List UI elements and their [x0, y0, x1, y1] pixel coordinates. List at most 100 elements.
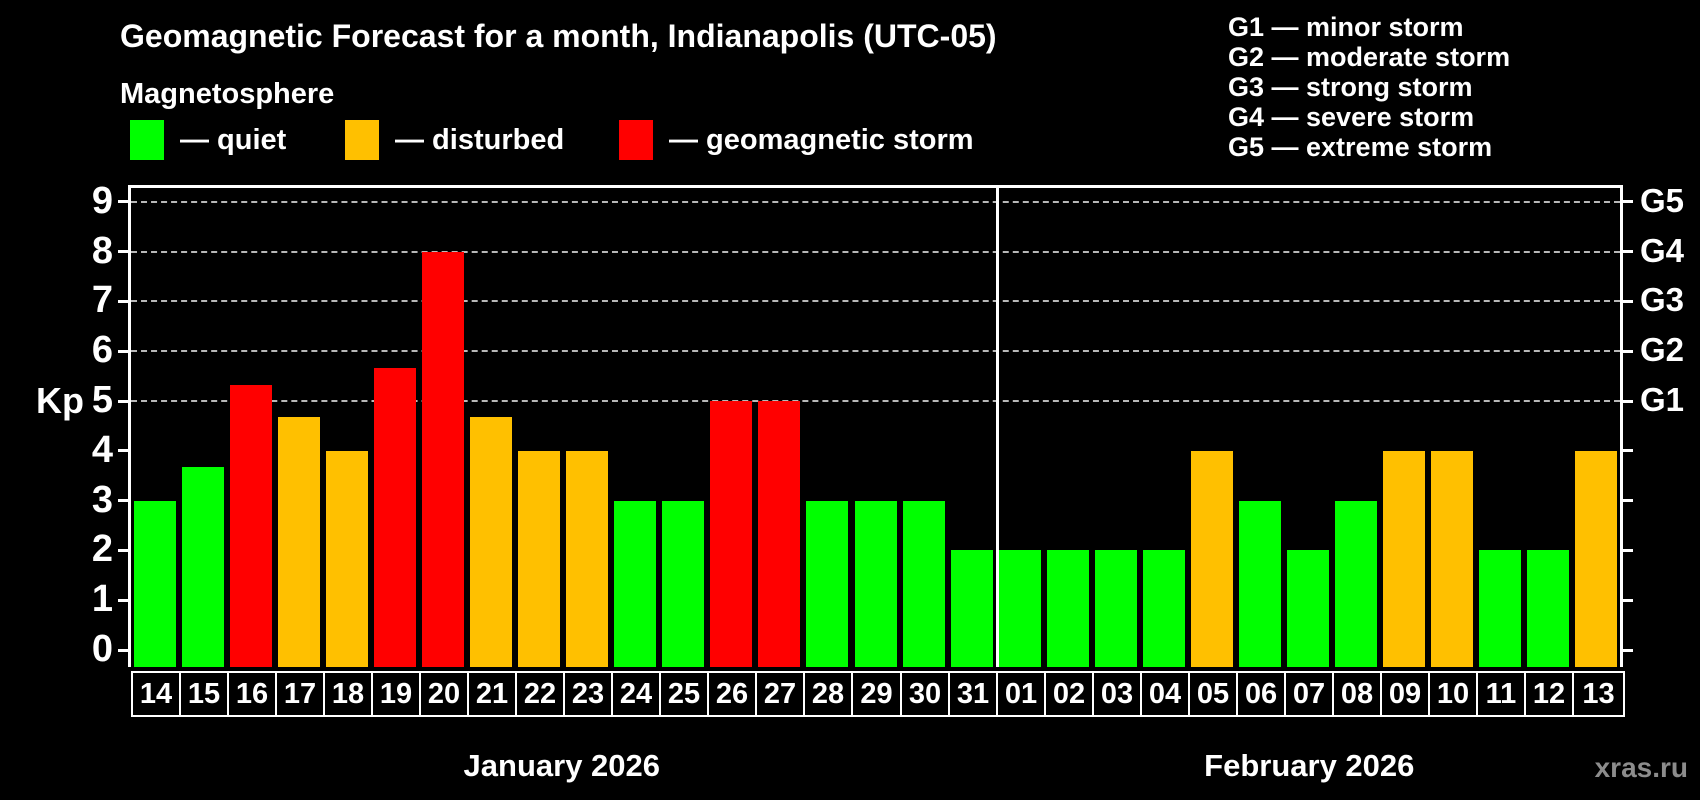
day-label-27: 27 [755, 671, 805, 717]
month-label-february: February 2026 [1204, 748, 1415, 783]
g-legend-line-g4: G4 — severe storm [1228, 102, 1475, 132]
day-label-29: 29 [851, 671, 902, 717]
y-axis-label-6: 6 [91, 329, 113, 372]
day-label-25: 25 [659, 671, 709, 717]
y-axis-label-2: 2 [91, 528, 113, 571]
day-label-01: 01 [996, 671, 1046, 717]
day-label-14: 14 [131, 671, 181, 717]
right-axis-label-g5: G5 [1640, 181, 1685, 219]
y-axis-tick-left-5 [118, 399, 128, 403]
y-axis-tick-right-1 [1623, 598, 1633, 602]
y-axis-tick-right-5 [1623, 399, 1633, 403]
kp-bar-day-12 [1526, 550, 1569, 667]
day-label-15: 15 [179, 671, 229, 717]
kp-bar-day-11 [1478, 550, 1521, 667]
kp-bar-day-15 [182, 467, 225, 667]
y-axis-tick-right-4 [1623, 449, 1633, 453]
day-label-20: 20 [419, 671, 469, 717]
kp-bar-day-05 [1190, 450, 1233, 667]
magnetosphere-legend: — quiet — disturbed — geomagnetic storm [128, 120, 1128, 162]
month-separator-line [995, 188, 999, 667]
day-label-11: 11 [1476, 671, 1526, 717]
kp-bar-day-01 [998, 550, 1041, 667]
g-scale-legend: G1 — minor storm G2 — moderate storm G3 — … [1228, 12, 1510, 162]
legend-item-storm: — geomagnetic storm [619, 120, 974, 160]
y-axis-label-0: 0 [91, 628, 113, 670]
y-axis-tick-left-0 [118, 648, 128, 652]
kp-bar-day-14 [134, 500, 177, 667]
g-legend-line-g3: G3 — strong storm [1228, 72, 1473, 102]
y-axis-tick-right-7 [1623, 299, 1633, 303]
gridline-kp6 [131, 350, 1620, 353]
day-label-30: 30 [900, 671, 950, 717]
magnetosphere-legend-heading: Magnetosphere [120, 78, 335, 110]
kp-bar-day-02 [1046, 550, 1089, 667]
right-axis-label-g2: G2 [1640, 331, 1685, 369]
y-axis-tick-left-1 [118, 598, 128, 602]
day-label-21: 21 [467, 671, 517, 717]
kp-bar-day-27 [758, 401, 801, 667]
kp-bar-day-20 [422, 251, 465, 667]
y-axis-label-9: 9 [91, 179, 113, 222]
y-axis-tick-left-3 [118, 499, 128, 503]
legend-label-quiet: — quiet [180, 123, 287, 156]
watermark: xras.ru [1594, 752, 1688, 783]
kp-bar-day-19 [374, 367, 417, 667]
y-axis-tick-left-7 [118, 299, 128, 303]
month-label-january: January 2026 [463, 748, 661, 783]
day-label-05: 05 [1188, 671, 1238, 717]
right-axis-label-g4: G4 [1640, 231, 1685, 269]
day-label-03: 03 [1092, 671, 1142, 717]
kp-bar-day-23 [566, 450, 609, 667]
day-label-16: 16 [227, 671, 277, 717]
kp-bar-day-09 [1382, 450, 1425, 667]
g-legend-line-g1: G1 — minor storm [1228, 12, 1464, 42]
right-axis-label-g1: G1 [1640, 381, 1685, 418]
legend-item-quiet: — quiet [130, 120, 286, 160]
day-label-12: 12 [1524, 671, 1574, 717]
gridline-kp8 [131, 250, 1620, 253]
y-axis-tick-left-2 [118, 548, 128, 552]
day-label-13: 13 [1572, 671, 1625, 717]
kp-bar-day-21 [470, 417, 513, 667]
y-axis-label-7: 7 [91, 279, 113, 322]
g-legend-line-g2: G2 — moderate storm [1228, 42, 1511, 72]
y-axis-tick-right-0 [1623, 648, 1633, 652]
plot-area [128, 185, 1623, 667]
y-axis-label-5: 5 [91, 379, 113, 421]
kp-bar-day-08 [1334, 500, 1377, 667]
y-axis-label-4: 4 [91, 428, 113, 471]
kp-bar-day-25 [662, 500, 705, 667]
legend-label-disturbed: — disturbed [395, 123, 565, 156]
day-label-02: 02 [1044, 671, 1094, 717]
day-label-23: 23 [563, 671, 613, 717]
kp-bar-day-06 [1238, 500, 1281, 667]
y-axis-tick-right-8 [1623, 250, 1633, 254]
day-label-17: 17 [275, 671, 325, 717]
y-axis-label-1: 1 [91, 578, 113, 621]
gridline-kp5 [131, 400, 1620, 402]
kp-bar-day-04 [1142, 550, 1185, 667]
legend-item-disturbed: — disturbed [345, 120, 564, 160]
legend-label-storm: — geomagnetic storm [669, 123, 974, 156]
day-label-18: 18 [323, 671, 373, 717]
kp-bar-day-24 [614, 500, 657, 667]
y-axis-tick-left-6 [118, 349, 128, 353]
y-axis-tick-right-6 [1623, 349, 1633, 353]
y-axis-tick-right-3 [1623, 499, 1633, 503]
day-label-04: 04 [1140, 671, 1190, 717]
legend-swatch-disturbed-icon [345, 120, 379, 160]
day-label-19: 19 [371, 671, 421, 717]
kp-bar-day-18 [326, 450, 369, 667]
day-label-22: 22 [515, 671, 565, 717]
day-label-07: 07 [1284, 671, 1334, 717]
day-label-09: 09 [1380, 671, 1430, 717]
day-label-26: 26 [707, 671, 757, 717]
day-label-06: 06 [1236, 671, 1286, 717]
day-label-24: 24 [611, 671, 661, 717]
kp-bar-day-10 [1430, 450, 1473, 667]
day-label-28: 28 [803, 671, 853, 717]
y-axis-label-3: 3 [91, 478, 113, 521]
legend-swatch-storm-icon [619, 120, 653, 160]
